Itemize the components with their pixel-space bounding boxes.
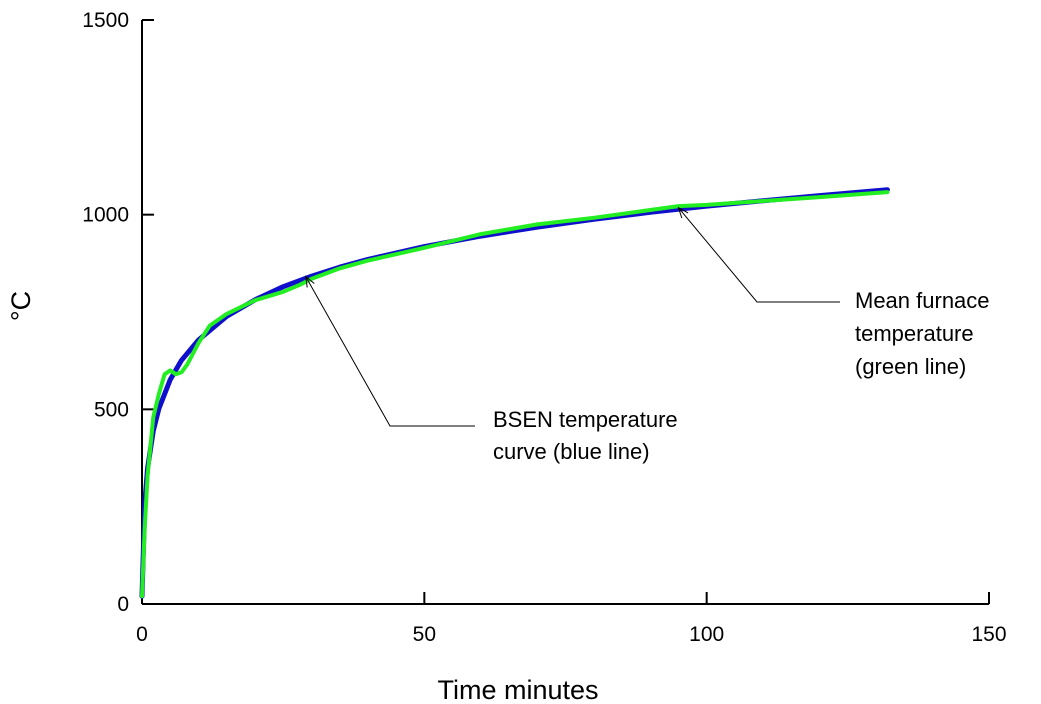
x-tick-label: 50: [413, 623, 436, 646]
annotation-arrowhead: [677, 206, 689, 219]
annotation-text: BSEN temperature: [493, 407, 678, 432]
annotation-arrowhead: [305, 275, 315, 288]
annotation-text: curve (blue line): [493, 439, 650, 464]
annotations: BSEN temperature curve (blue line) Mean fu…: [305, 206, 990, 464]
series-line-1: [139, 187, 890, 599]
x-axis-title: Time minutes: [437, 675, 598, 704]
series-line-2: [140, 190, 890, 599]
y-tick-label: 1000: [82, 204, 129, 227]
x-tick-label: 100: [689, 623, 724, 646]
y-tick-label: 1500: [82, 9, 129, 32]
annotation-text: Mean furnace: [855, 288, 990, 313]
annotation-leader: [678, 207, 840, 303]
x-tick-label: 0: [136, 623, 148, 646]
series-layer: [139, 187, 890, 599]
y-tick-label: 500: [94, 398, 129, 421]
axes: [141, 20, 989, 605]
y-axis-title: °C: [6, 291, 36, 321]
annotation-text: temperature: [855, 321, 974, 346]
annotation-leader: [305, 276, 475, 427]
x-tick-label: 150: [971, 623, 1006, 646]
annotation-text: (green line): [855, 354, 966, 379]
y-tick-label: 0: [117, 593, 129, 616]
